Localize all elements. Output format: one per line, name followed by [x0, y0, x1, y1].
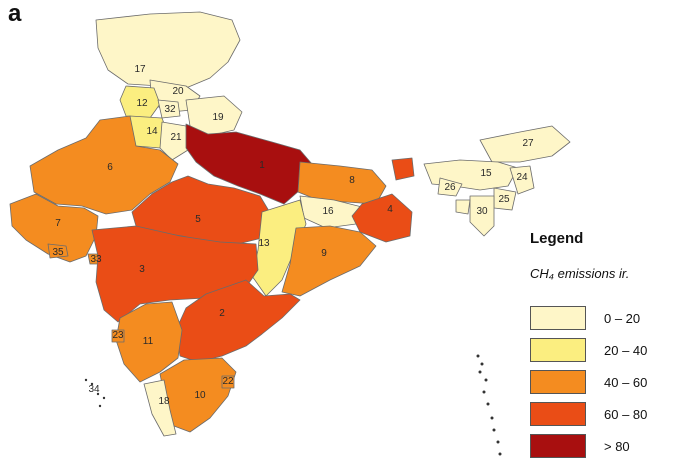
- legend-range-label: 20 – 40: [604, 342, 648, 358]
- region-28: [455, 199, 471, 215]
- region-label-12: 12: [136, 98, 148, 109]
- legend-swatch: [530, 370, 586, 394]
- region-9: [281, 225, 377, 297]
- region-label-7: 7: [55, 218, 61, 229]
- legend-title: Legend: [530, 230, 584, 247]
- region-1: [185, 123, 313, 205]
- region-label-32: 32: [164, 104, 176, 115]
- region-22: [221, 375, 235, 389]
- legend-swatch: [530, 306, 586, 330]
- region-7: [9, 193, 99, 263]
- region-label-5: 5: [195, 214, 201, 225]
- region-label-35: 35: [52, 247, 64, 258]
- region-label-13: 13: [258, 238, 270, 249]
- region-30: [469, 195, 495, 237]
- region-24: [509, 165, 535, 195]
- region-label-6: 6: [107, 162, 113, 173]
- region-label-20: 20: [172, 86, 184, 97]
- panel-label: a: [8, 0, 22, 27]
- region-label-1: 1: [259, 160, 265, 171]
- region-15: [423, 159, 519, 191]
- island-dots: [84, 354, 502, 456]
- region-label-14: 14: [146, 126, 158, 137]
- region-label-9: 9: [321, 248, 327, 259]
- region-6: [29, 115, 179, 215]
- region-label-18: 18: [158, 396, 170, 407]
- region-label-25: 25: [498, 194, 510, 205]
- legend-swatch: [530, 402, 586, 426]
- legend-item: 60 – 80: [530, 402, 647, 426]
- region-label-19: 19: [212, 112, 224, 123]
- region-label-15: 15: [480, 168, 492, 179]
- legend-range-label: 60 – 80: [604, 406, 648, 422]
- region-label-34: 34: [88, 384, 100, 395]
- region-23: [111, 329, 125, 343]
- legend-range-label: 40 – 60: [604, 374, 648, 390]
- region-35: [47, 243, 69, 259]
- region-label-33: 33: [90, 254, 102, 265]
- region-29: [391, 157, 415, 181]
- region-label-2: 2: [219, 308, 225, 319]
- region-label-21: 21: [170, 132, 182, 143]
- legend-item: 40 – 60: [530, 370, 647, 394]
- region-label-30: 30: [476, 206, 488, 217]
- region-11: [115, 301, 183, 383]
- region-label-22: 22: [222, 376, 234, 387]
- region-32: [157, 99, 181, 119]
- region-label-24: 24: [516, 172, 528, 183]
- region-label-16: 16: [322, 206, 334, 217]
- region-label-26: 26: [444, 182, 456, 193]
- region-26: [437, 177, 463, 197]
- legend-swatch: [530, 338, 586, 362]
- legend-range-label: 0 – 20: [604, 310, 641, 326]
- region-18: [143, 379, 177, 437]
- region-4: [351, 193, 413, 243]
- legend-subtitle: CH₄ emissions ir.: [530, 266, 630, 281]
- region-label-10: 10: [194, 390, 206, 401]
- region-17: [95, 11, 241, 89]
- region-label-3: 3: [139, 264, 145, 275]
- legend-swatch: [530, 434, 586, 458]
- region-label-17: 17: [134, 64, 146, 75]
- legend-range-label: > 80: [604, 438, 630, 454]
- region-label-4: 4: [387, 204, 393, 215]
- region-label-8: 8: [349, 175, 355, 186]
- region-label-11: 11: [143, 336, 154, 347]
- legend-item: 0 – 20: [530, 306, 640, 330]
- region-21: [159, 121, 189, 161]
- legend-item: > 80: [530, 434, 630, 458]
- legend-item: 20 – 40: [530, 338, 647, 362]
- region-label-27: 27: [522, 138, 534, 149]
- region-label-23: 23: [112, 330, 124, 341]
